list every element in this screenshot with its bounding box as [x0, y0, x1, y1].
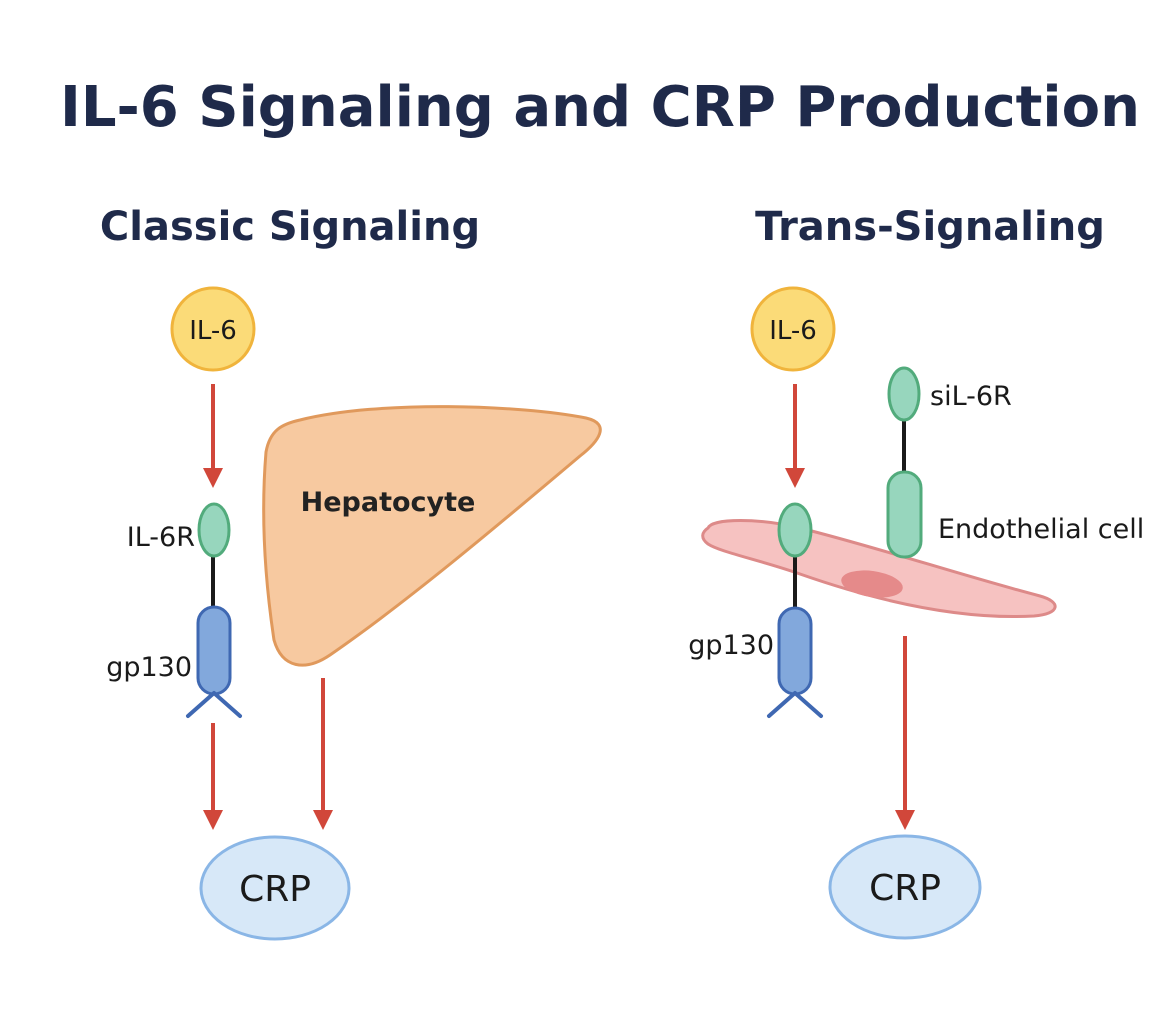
classic-gp130-receptor [186, 605, 242, 718]
page-title: IL-6 Signaling and CRP Production [60, 75, 1140, 140]
classic-signaling-heading: Classic Signaling [100, 204, 480, 250]
trans-signaling-heading: Trans-Signaling [755, 204, 1105, 250]
classic-crp-output: CRP [199, 835, 351, 941]
trans-crp-output: CRP [828, 834, 982, 940]
classic-crp-label: CRP [239, 869, 311, 910]
sil6r-receptor [887, 366, 921, 422]
sil6r-label: siL-6R [930, 381, 1012, 412]
sil6r-membrane-anchor [886, 470, 923, 559]
trans-il6-ligand: IL-6 [750, 286, 836, 372]
classic-il6r-receptor [197, 502, 231, 558]
trans-membrane-receptor [777, 502, 813, 558]
endothelial-nucleus [841, 570, 903, 598]
classic-il6-ligand: IL-6 [170, 286, 256, 372]
classic-il6-label: IL-6 [189, 316, 237, 346]
classic-il6r-label: IL-6R [127, 522, 195, 553]
classic-gp130-label: gp130 [106, 652, 192, 683]
trans-gp130-label: gp130 [688, 630, 774, 661]
hepatocyte-label: Hepatocyte [301, 487, 476, 518]
trans-il6-label: IL-6 [769, 316, 817, 346]
classic-signaling-panel: Classic Signaling IL-6 IL-6R gp130 Hepat… [100, 204, 602, 941]
hepatocyte-cell [262, 405, 602, 667]
trans-signaling-panel: Trans-Signaling IL-6 gp130 siL-6R Endoth… [688, 204, 1144, 940]
trans-gp130-receptor [767, 606, 823, 718]
trans-crp-label: CRP [869, 868, 941, 909]
endothelial-cell-label: Endothelial cell [938, 514, 1144, 545]
